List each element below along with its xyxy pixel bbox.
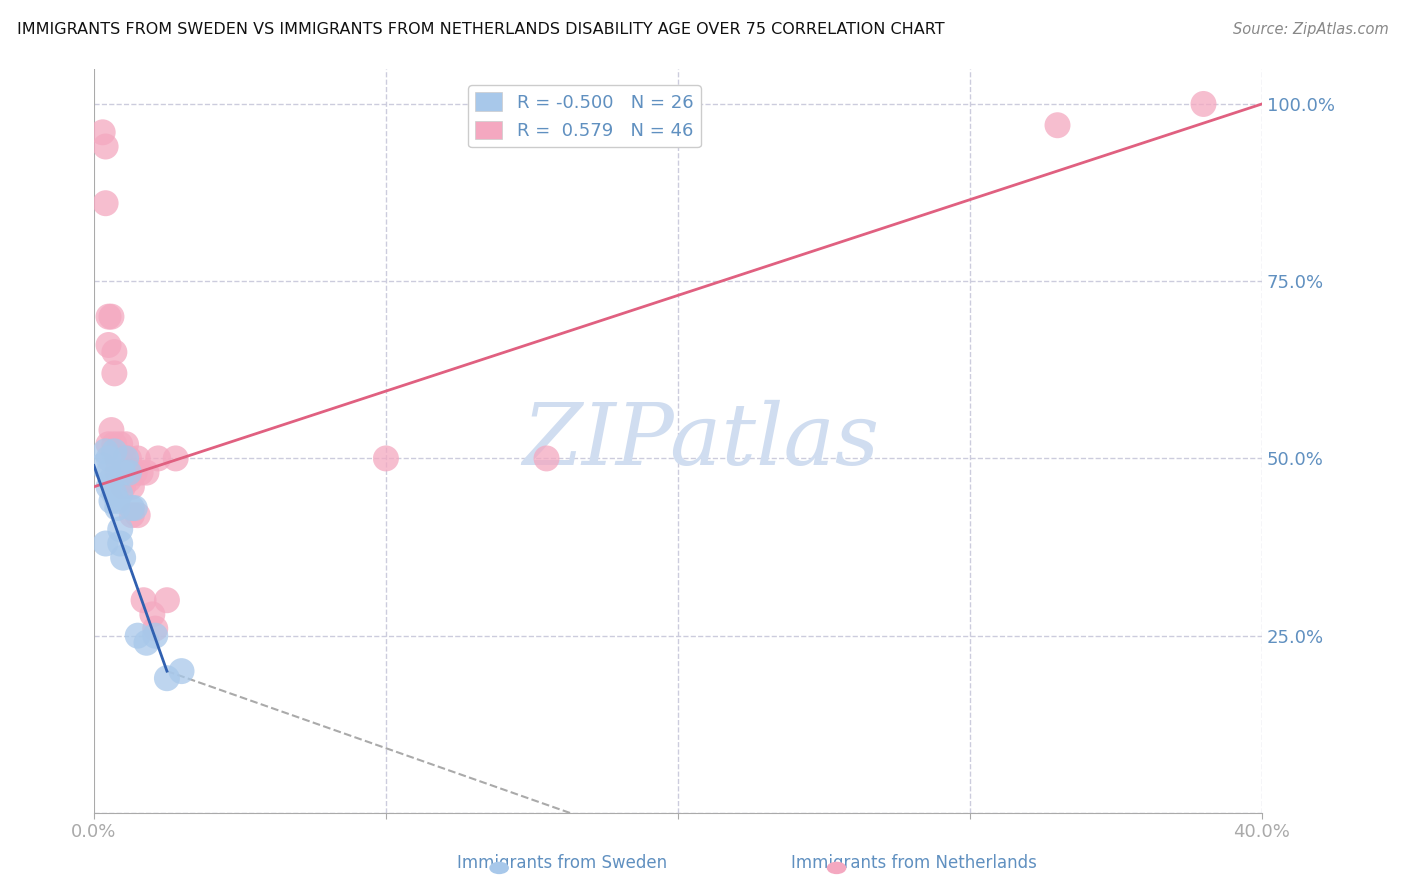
Point — [108, 437, 131, 451]
Legend: R = -0.500   N = 26, R =  0.579   N = 46: R = -0.500 N = 26, R = 0.579 N = 46 — [468, 85, 700, 147]
Point — [112, 466, 135, 480]
Point — [124, 466, 146, 480]
Point — [108, 466, 131, 480]
Point — [108, 536, 131, 550]
Point — [100, 473, 122, 487]
Point — [121, 508, 143, 523]
Point — [103, 487, 125, 501]
Point — [536, 451, 558, 466]
Point — [97, 480, 120, 494]
Point — [97, 338, 120, 352]
Point — [91, 458, 114, 473]
Point — [1046, 118, 1069, 132]
Point — [115, 437, 138, 451]
Point — [105, 466, 128, 480]
Point — [105, 451, 128, 466]
Point — [94, 139, 117, 153]
Text: ZIPatlas: ZIPatlas — [523, 400, 880, 482]
Text: IMMIGRANTS FROM SWEDEN VS IMMIGRANTS FROM NETHERLANDS DISABILITY AGE OVER 75 COR: IMMIGRANTS FROM SWEDEN VS IMMIGRANTS FRO… — [17, 22, 945, 37]
Point — [103, 437, 125, 451]
Point — [100, 423, 122, 437]
Point — [105, 494, 128, 508]
Point — [115, 451, 138, 466]
Point — [127, 451, 149, 466]
Point — [143, 622, 166, 636]
Point — [112, 480, 135, 494]
Point — [115, 466, 138, 480]
Point — [103, 345, 125, 359]
Point — [112, 466, 135, 480]
Point — [103, 367, 125, 381]
Point — [108, 451, 131, 466]
Point — [121, 501, 143, 516]
Point — [97, 437, 120, 451]
Point — [170, 664, 193, 678]
Point — [105, 501, 128, 516]
Point — [100, 310, 122, 324]
Point — [141, 607, 163, 622]
Point — [100, 494, 122, 508]
Point — [127, 629, 149, 643]
Point — [94, 444, 117, 458]
Point — [108, 487, 131, 501]
Point — [91, 125, 114, 139]
Point — [135, 466, 157, 480]
Point — [127, 508, 149, 523]
Point — [143, 629, 166, 643]
Text: Immigrants from Netherlands: Immigrants from Netherlands — [792, 855, 1036, 872]
Point — [1192, 97, 1215, 112]
Point — [112, 550, 135, 565]
Point — [132, 593, 155, 607]
Point — [135, 636, 157, 650]
Point — [165, 451, 187, 466]
Point — [121, 480, 143, 494]
Point — [112, 473, 135, 487]
Point — [124, 501, 146, 516]
Text: Immigrants from Sweden: Immigrants from Sweden — [457, 855, 668, 872]
Point — [156, 671, 179, 685]
Point — [94, 536, 117, 550]
Point — [118, 473, 141, 487]
Text: Source: ZipAtlas.com: Source: ZipAtlas.com — [1233, 22, 1389, 37]
Point — [97, 466, 120, 480]
Point — [118, 466, 141, 480]
Point — [103, 444, 125, 458]
Point — [97, 451, 120, 466]
Point — [146, 451, 169, 466]
Point — [97, 310, 120, 324]
Point — [112, 451, 135, 466]
Point — [118, 451, 141, 466]
Point — [156, 593, 179, 607]
Point — [129, 466, 152, 480]
Point — [108, 522, 131, 536]
Point — [374, 451, 396, 466]
Point — [94, 196, 117, 211]
